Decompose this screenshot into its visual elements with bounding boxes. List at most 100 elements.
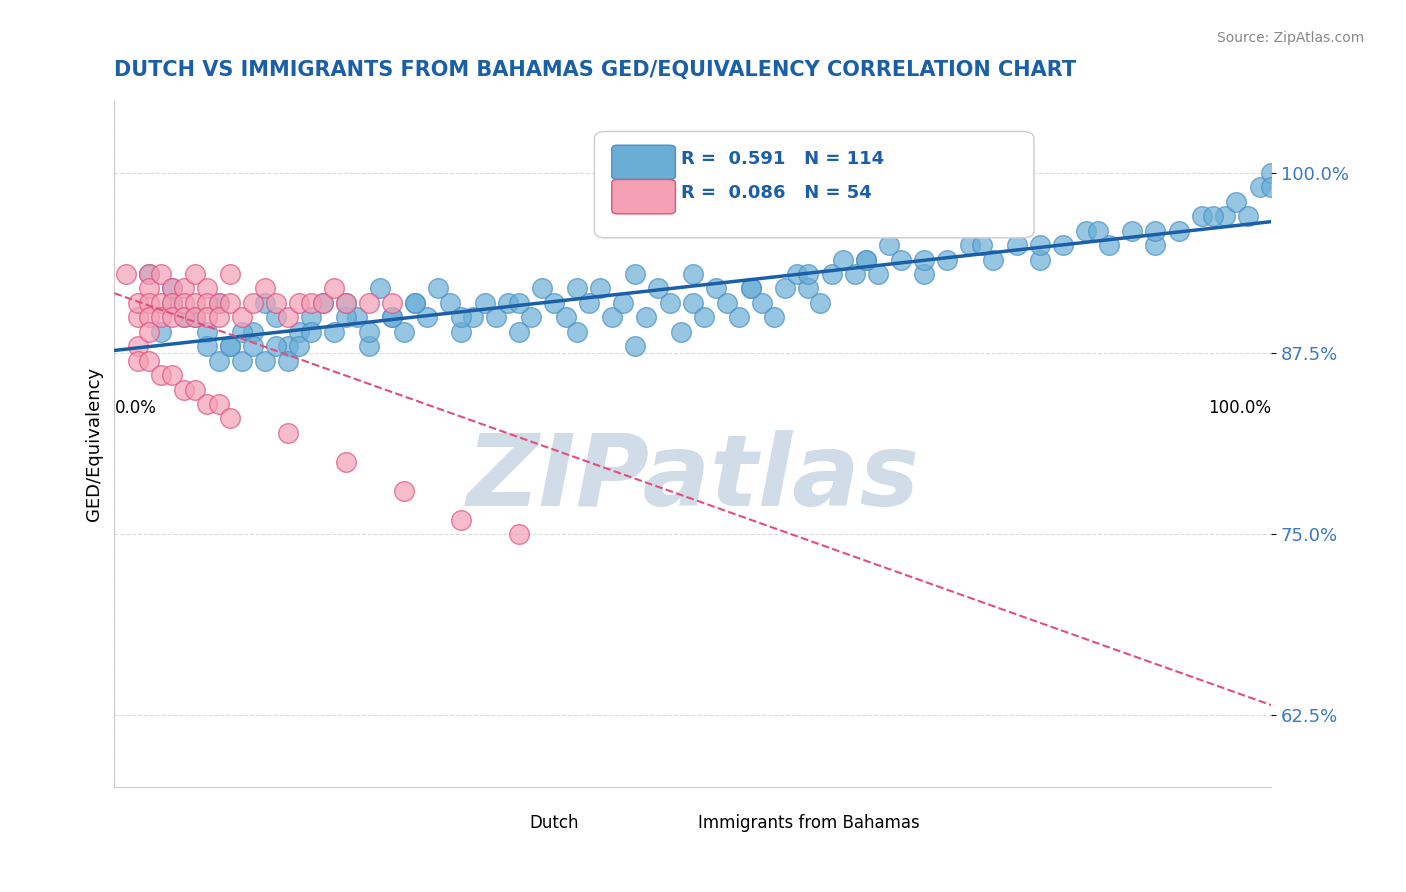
Point: [173, 310, 195, 325]
Point: [115, 267, 138, 281]
Point: [162, 296, 184, 310]
Point: [162, 281, 184, 295]
Point: [138, 267, 160, 281]
Point: [311, 296, 333, 310]
Point: [589, 281, 612, 295]
Point: [832, 252, 855, 267]
Point: [1260, 166, 1282, 180]
Point: [231, 353, 253, 368]
Point: [636, 310, 658, 325]
Point: [195, 296, 218, 310]
Point: [879, 238, 901, 252]
Point: [277, 425, 299, 440]
Point: [231, 325, 253, 339]
Point: [162, 310, 184, 325]
Point: [647, 281, 669, 295]
Point: [207, 296, 229, 310]
Y-axis label: GED/Equivalency: GED/Equivalency: [86, 367, 103, 521]
Point: [565, 325, 588, 339]
Point: [277, 339, 299, 353]
Point: [866, 267, 889, 281]
Text: R =  0.591   N = 114: R = 0.591 N = 114: [681, 150, 884, 168]
Point: [959, 238, 981, 252]
Point: [173, 383, 195, 397]
FancyBboxPatch shape: [612, 179, 675, 214]
FancyBboxPatch shape: [612, 145, 675, 179]
Point: [1098, 238, 1121, 252]
Point: [184, 310, 207, 325]
Point: [370, 281, 392, 295]
Point: [1144, 224, 1167, 238]
Point: [520, 310, 543, 325]
Point: [323, 281, 346, 295]
Point: [138, 310, 160, 325]
Point: [450, 325, 472, 339]
Point: [762, 310, 785, 325]
Text: 0.0%: 0.0%: [114, 399, 156, 417]
Point: [600, 310, 623, 325]
Point: [936, 252, 959, 267]
Point: [381, 310, 404, 325]
FancyBboxPatch shape: [492, 802, 546, 827]
Point: [1087, 224, 1109, 238]
Point: [207, 310, 229, 325]
Point: [184, 296, 207, 310]
Point: [207, 296, 229, 310]
Point: [912, 252, 935, 267]
Point: [496, 296, 519, 310]
Point: [1029, 238, 1052, 252]
Point: [253, 353, 276, 368]
Point: [890, 252, 912, 267]
Point: [682, 296, 704, 310]
Point: [231, 310, 253, 325]
Point: [1202, 209, 1225, 223]
Point: [983, 252, 1005, 267]
Point: [299, 310, 322, 325]
Point: [195, 397, 218, 411]
Point: [195, 325, 218, 339]
Point: [1052, 238, 1074, 252]
Point: [751, 296, 773, 310]
Point: [346, 310, 368, 325]
Point: [578, 296, 600, 310]
Point: [162, 368, 184, 383]
Text: Source: ZipAtlas.com: Source: ZipAtlas.com: [1216, 31, 1364, 45]
Point: [1213, 209, 1236, 223]
Point: [704, 281, 727, 295]
Point: [162, 281, 184, 295]
Point: [311, 296, 333, 310]
Point: [127, 353, 149, 368]
Point: [149, 368, 172, 383]
Point: [381, 310, 404, 325]
Point: [127, 339, 149, 353]
Point: [912, 267, 935, 281]
Point: [253, 296, 276, 310]
Point: [381, 296, 404, 310]
Point: [277, 310, 299, 325]
Point: [207, 397, 229, 411]
Point: [195, 281, 218, 295]
Point: [624, 339, 647, 353]
Point: [797, 267, 820, 281]
Point: [1225, 194, 1247, 209]
Point: [439, 296, 461, 310]
Point: [485, 310, 508, 325]
Point: [797, 281, 820, 295]
Point: [149, 267, 172, 281]
Point: [288, 325, 311, 339]
Point: [404, 296, 426, 310]
Point: [335, 455, 357, 469]
Point: [219, 267, 242, 281]
Point: [658, 296, 681, 310]
Point: [427, 281, 450, 295]
Point: [266, 296, 288, 310]
Point: [357, 339, 380, 353]
Point: [392, 483, 415, 498]
Point: [242, 325, 264, 339]
Point: [195, 339, 218, 353]
Point: [450, 310, 472, 325]
Point: [149, 296, 172, 310]
Point: [184, 310, 207, 325]
Point: [461, 310, 484, 325]
Point: [288, 339, 311, 353]
